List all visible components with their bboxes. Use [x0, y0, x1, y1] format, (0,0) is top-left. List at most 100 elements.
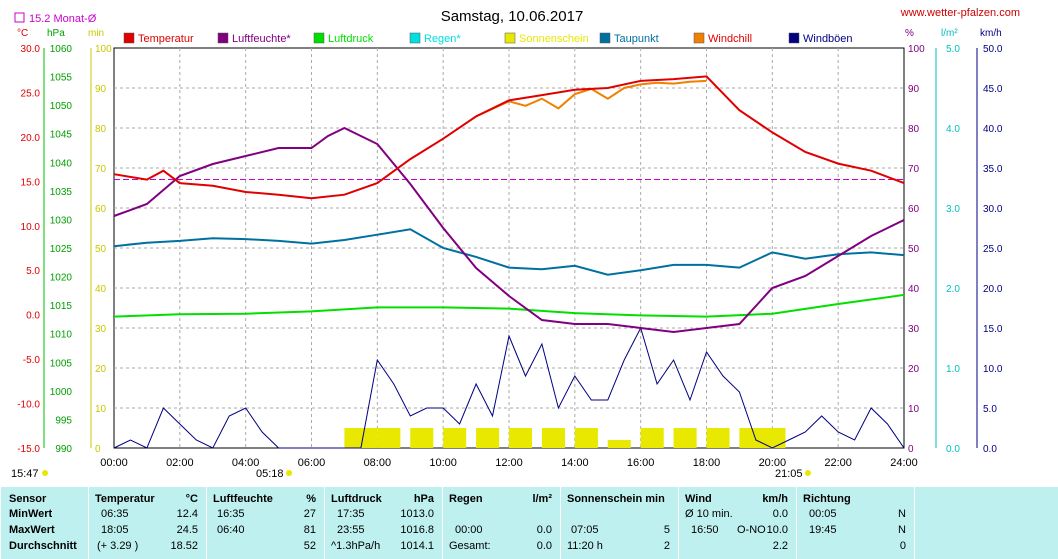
unit-minutes: min — [88, 28, 104, 39]
radiation-tick-label: 4.0 — [946, 124, 960, 135]
sunshine-bar — [640, 428, 664, 448]
stats-col-rain: Regen l/m² 00:00 0.0 Gesamt: 0.0 — [442, 487, 560, 559]
time-tick-label: 00:00 — [100, 457, 128, 469]
legend-swatch — [313, 32, 325, 44]
wind-tick-label: 25.0 — [983, 244, 1003, 255]
percent-tick-label: 40 — [908, 284, 920, 295]
minutes-tick-label: 40 — [95, 284, 107, 295]
stats-cell: 1016.8 — [400, 524, 434, 536]
stats-col-pressure: Luftdruck hPa 17:35 1013.0 23:55 1016.8 ^1.… — [324, 487, 442, 559]
stats-cell: 00:05 — [809, 508, 837, 520]
unit-radiation: l/m² — [941, 28, 958, 39]
radiation-tick-label: 0.0 — [946, 444, 960, 455]
stats-row-label: MaxWert — [9, 524, 55, 536]
radiation-tick-label: 2.0 — [946, 284, 960, 295]
pressure-tick-label: 1025 — [50, 244, 73, 255]
temp-tick-label: 20.0 — [21, 133, 41, 144]
series-lines — [113, 75, 905, 449]
pressure-tick-label: 1055 — [50, 73, 73, 84]
sunshine-bar — [443, 428, 467, 448]
stats-cell: 0 — [899, 540, 906, 552]
percent-tick-label: 90 — [908, 84, 920, 95]
percent-tick-label: 10 — [908, 404, 920, 415]
site-url[interactable]: www.wetter-pfalzen.com — [900, 7, 1020, 19]
radiation-tick-label: 5.0 — [946, 44, 960, 55]
unit-temp: °C — [17, 28, 28, 39]
pressure-tick-label: 1050 — [50, 101, 73, 112]
stats-header-temp: Temperatur — [95, 493, 155, 505]
stats-row-label: Durchschnitt — [9, 540, 77, 552]
sun-marker-icon — [42, 470, 48, 476]
stats-col-sensor: Sensor MinWert MaxWert Durchschnitt — [0, 487, 88, 559]
percent-tick-label: 100 — [908, 44, 925, 55]
stats-cell: 1013.0 — [400, 508, 434, 520]
stats-col-direction: Richtung 00:05 N 19:45 N 0 — [796, 487, 914, 559]
sunshine-bar — [377, 428, 401, 448]
sunrise-icon — [286, 470, 292, 476]
series-line-luftfeuchte — [113, 126, 905, 334]
stats-cell: 24.5 — [176, 524, 198, 536]
sunshine-bar — [739, 428, 763, 448]
wind-tick-label: 10.0 — [983, 364, 1003, 375]
marker-left: 15:47 — [11, 468, 39, 480]
percent-tick-label: 30 — [908, 324, 920, 335]
series-line-windchill — [475, 79, 707, 118]
time-tick-label: 22:00 — [824, 457, 852, 469]
stats-unit-humidity: % — [306, 493, 316, 505]
minutes-tick-label: 10 — [95, 404, 107, 415]
time-tick-label: 06:00 — [298, 457, 326, 469]
series-line-taupunkt — [113, 228, 905, 276]
stats-cell: 16:35 — [217, 508, 245, 520]
stats-cell: 27 — [303, 508, 316, 520]
legend-swatch — [788, 32, 800, 44]
legend-swatch — [504, 32, 516, 44]
minutes-tick-label: 90 — [95, 84, 107, 95]
wind-tick-label: 0.0 — [983, 444, 997, 455]
temp-tick-label: 5.0 — [26, 266, 40, 277]
stats-cell: 2.2 — [772, 540, 788, 552]
minutes-tick-label: 20 — [95, 364, 107, 375]
minutes-tick-label: 100 — [95, 44, 112, 55]
pressure-tick-label: 1035 — [50, 187, 73, 198]
wind-tick-label: 50.0 — [983, 44, 1003, 55]
stats-header-pressure: Luftdruck — [331, 493, 382, 505]
sunshine-bar — [607, 440, 631, 448]
minutes-tick-label: 60 — [95, 204, 107, 215]
legend-label: Luftfeuchte* — [232, 33, 291, 45]
temp-tick-label: -5.0 — [23, 355, 41, 366]
time-tick-label: 16:00 — [627, 457, 655, 469]
temp-tick-label: 25.0 — [21, 88, 41, 99]
stats-unit-rain: l/m² — [532, 493, 552, 505]
pressure-tick-label: 990 — [55, 444, 72, 455]
grid — [114, 48, 904, 448]
pressure-tick-label: 1030 — [50, 215, 73, 226]
marker-sunrise: 05:18 — [256, 468, 284, 480]
stats-cell: (+ 3.29 ) — [97, 540, 139, 552]
stats-cell: 18:05 — [101, 524, 129, 536]
stats-cell: 0.0 — [536, 524, 552, 536]
stats-cell: 0.0 — [772, 508, 788, 520]
stats-col-humidity: Luftfeuchte% 16:35 27 06:40 81 52 — [206, 487, 324, 559]
stats-header-humidity: Luftfeuchte — [213, 493, 273, 505]
stats-header-sunshine: Sonnenschein min — [567, 493, 665, 505]
series-line-temperatur — [113, 75, 905, 200]
time-tick-label: 10:00 — [429, 457, 457, 469]
stats-header-direction: Richtung — [803, 493, 851, 505]
pressure-tick-label: 995 — [55, 415, 72, 426]
stats-unit-pressure: hPa — [413, 493, 434, 505]
temp-tick-label: -15.0 — [17, 444, 40, 455]
stats-cell: 52 — [303, 540, 316, 552]
wind-tick-label: 40.0 — [983, 124, 1003, 135]
time-tick-label: 02:00 — [166, 457, 194, 469]
minutes-tick-label: 70 — [95, 164, 107, 175]
minutes-tick-label: 80 — [95, 124, 107, 135]
unit-percent: % — [905, 28, 914, 39]
legend-swatch — [217, 32, 229, 44]
weather-chart: 30.0 25.0 20.0 15.0 10.0 5.0 0.0 -5.0 -10.0 -15.0… — [11, 7, 1020, 480]
stats-unit-wind: km/h — [762, 493, 788, 505]
axes: 30.0 25.0 20.0 15.0 10.0 5.0 0.0 -5.0 -10.0 -15.0… — [17, 44, 1003, 469]
legend: Temperatur Luftfeuchte* Luftdruck Regen* Son… — [123, 32, 853, 45]
stats-unit-temp: °C — [185, 493, 198, 505]
pressure-tick-label: 1020 — [50, 273, 73, 284]
stats-cell: 10.0 — [766, 524, 788, 536]
